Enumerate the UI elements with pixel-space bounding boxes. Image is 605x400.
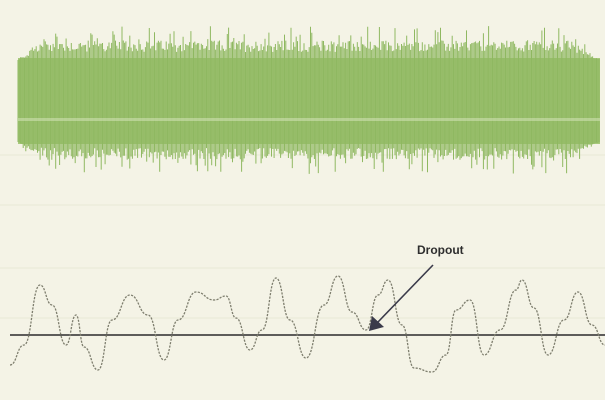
dropout-arrow-line [377, 264, 434, 323]
envelope-highlight [18, 118, 600, 121]
waveform-trace [9, 275, 605, 373]
envelope-spikes [17, 26, 600, 174]
dropout-label: Dropout [417, 243, 464, 257]
envelope-signal [17, 26, 600, 174]
dropout-arrow-head [369, 316, 384, 331]
